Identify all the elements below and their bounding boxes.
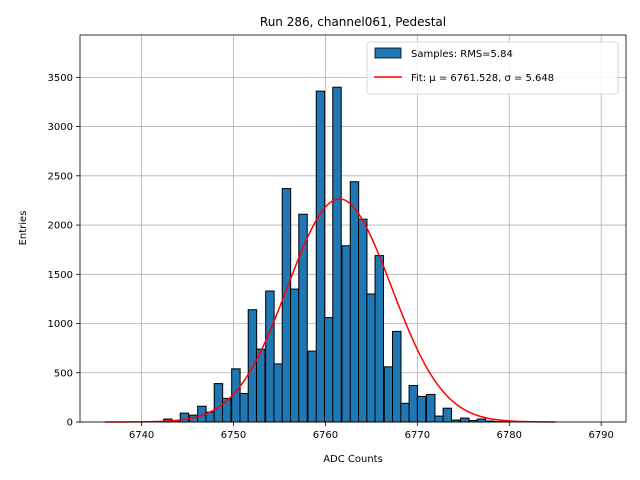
plot-frame <box>79 34 627 423</box>
histogram-bar <box>366 293 376 423</box>
legend-box <box>366 41 619 95</box>
histogram-bar <box>255 348 266 423</box>
histogram-bars <box>154 86 512 423</box>
histogram-bar <box>460 417 470 423</box>
histogram-bar <box>476 418 487 423</box>
legend-label-fit: Fit: μ = 6761.528, σ = 5.648 <box>411 73 554 84</box>
chart-title: Run 286, channel061, Pedestal <box>260 15 446 29</box>
histogram-bar <box>434 415 444 423</box>
y-tick-label: 500 <box>54 368 73 379</box>
y-tick-label: 2500 <box>48 171 73 182</box>
x-tick-label: 6780 <box>497 430 522 441</box>
histogram-bar <box>426 393 436 423</box>
histogram-bar <box>358 218 368 423</box>
y-tick-label: 3000 <box>48 122 73 133</box>
legend-label-samples: Samples: RMS=5.84 <box>411 49 513 60</box>
histogram-bar <box>324 317 334 423</box>
histogram-bar <box>392 330 402 423</box>
histogram-bar <box>239 392 249 423</box>
x-tick-label: 6760 <box>313 430 338 441</box>
histogram-bar <box>213 383 224 423</box>
y-axis-ticks: 0 500 1000 1500 2000 2500 3000 3500 <box>48 73 80 429</box>
histogram-bar <box>281 188 292 423</box>
histogram-bar <box>307 350 317 423</box>
histogram-bar <box>416 395 427 423</box>
histogram-bar <box>400 402 410 423</box>
x-axis-ticks: 6740 6750 6760 6770 6780 6790 <box>129 422 614 441</box>
y-axis-label: Entries <box>18 211 29 246</box>
histogram-bar <box>349 181 360 423</box>
x-axis-label: ADC Counts <box>323 454 383 465</box>
legend: Samples: RMS=5.84 Fit: μ = 6761.528, σ =… <box>366 41 619 95</box>
histogram-bar <box>289 288 300 423</box>
histogram-bar <box>442 407 453 423</box>
y-tick-label: 1500 <box>48 270 73 281</box>
y-tick-label: 0 <box>67 418 73 429</box>
y-tick-label: 3500 <box>48 73 73 84</box>
x-tick-label: 6790 <box>588 430 613 441</box>
histogram-bar <box>265 290 275 423</box>
x-tick-label: 6750 <box>221 430 246 441</box>
legend-swatch-samples <box>374 47 402 59</box>
histogram-bar <box>383 366 394 423</box>
y-tick-label: 2000 <box>48 221 73 232</box>
histogram-bar <box>332 86 342 423</box>
histogram-bar <box>315 90 326 423</box>
fit-curve <box>104 198 556 423</box>
histogram-bar <box>374 255 385 423</box>
histogram-bar <box>408 385 419 423</box>
histogram-bar <box>298 213 308 423</box>
histogram-bar <box>273 363 283 423</box>
histogram-bar <box>179 412 190 423</box>
histogram-bar <box>341 245 351 423</box>
x-tick-label: 6770 <box>405 430 430 441</box>
x-tick-label: 6740 <box>129 430 154 441</box>
y-tick-label: 1000 <box>48 319 73 330</box>
